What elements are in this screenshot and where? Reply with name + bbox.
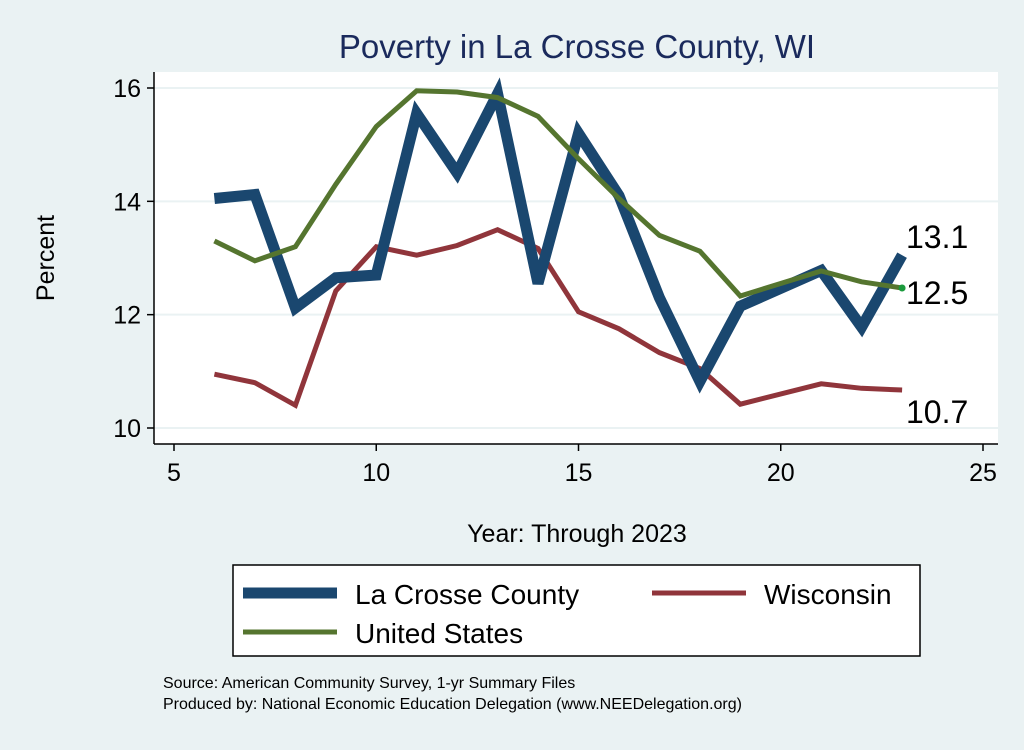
legend-box xyxy=(232,564,921,657)
chart-title: Poverty in La Crosse County, WI xyxy=(339,28,815,65)
y-tick-label: 14 xyxy=(113,188,141,216)
x-axis-label: Year: Through 2023 xyxy=(467,520,687,548)
x-tick-label: 20 xyxy=(767,459,795,487)
x-tick-label: 10 xyxy=(362,459,390,487)
series-line-la-crosse-county xyxy=(213,77,907,394)
end-label-wisconsin: 10.7 xyxy=(906,394,968,430)
x-tick-label: 5 xyxy=(167,459,181,487)
y-tick-label: 12 xyxy=(113,302,141,330)
end-label-la-crosse-county: 13.1 xyxy=(906,219,968,255)
produced-by-line: Produced by: National Economic Education… xyxy=(163,696,742,713)
source-line: Source: American Community Survey, 1-yr … xyxy=(163,675,575,692)
legend-label-united-states: United States xyxy=(355,618,523,649)
y-axis-label: Percent xyxy=(32,215,60,301)
legend: La Crosse County Wisconsin United States xyxy=(243,579,892,649)
y-tick-label: 16 xyxy=(113,75,141,103)
end-labels: 13.1 12.5 10.7 xyxy=(906,219,968,430)
legend-label-la-crosse-county: La Crosse County xyxy=(355,579,579,610)
legend-label-wisconsin: Wisconsin xyxy=(764,579,892,610)
x-tick-label: 25 xyxy=(969,459,997,487)
y-tick-label: 10 xyxy=(113,415,141,443)
series-lines xyxy=(213,77,907,409)
x-tick-label: 15 xyxy=(565,459,593,487)
series-line-wisconsin xyxy=(213,226,903,409)
end-label-united-states: 12.5 xyxy=(906,275,968,311)
end-marker-united-states xyxy=(898,284,906,292)
series-line-united-states xyxy=(213,88,903,299)
axes: 10 12 14 16 5 10 15 20 25 xyxy=(113,72,998,487)
